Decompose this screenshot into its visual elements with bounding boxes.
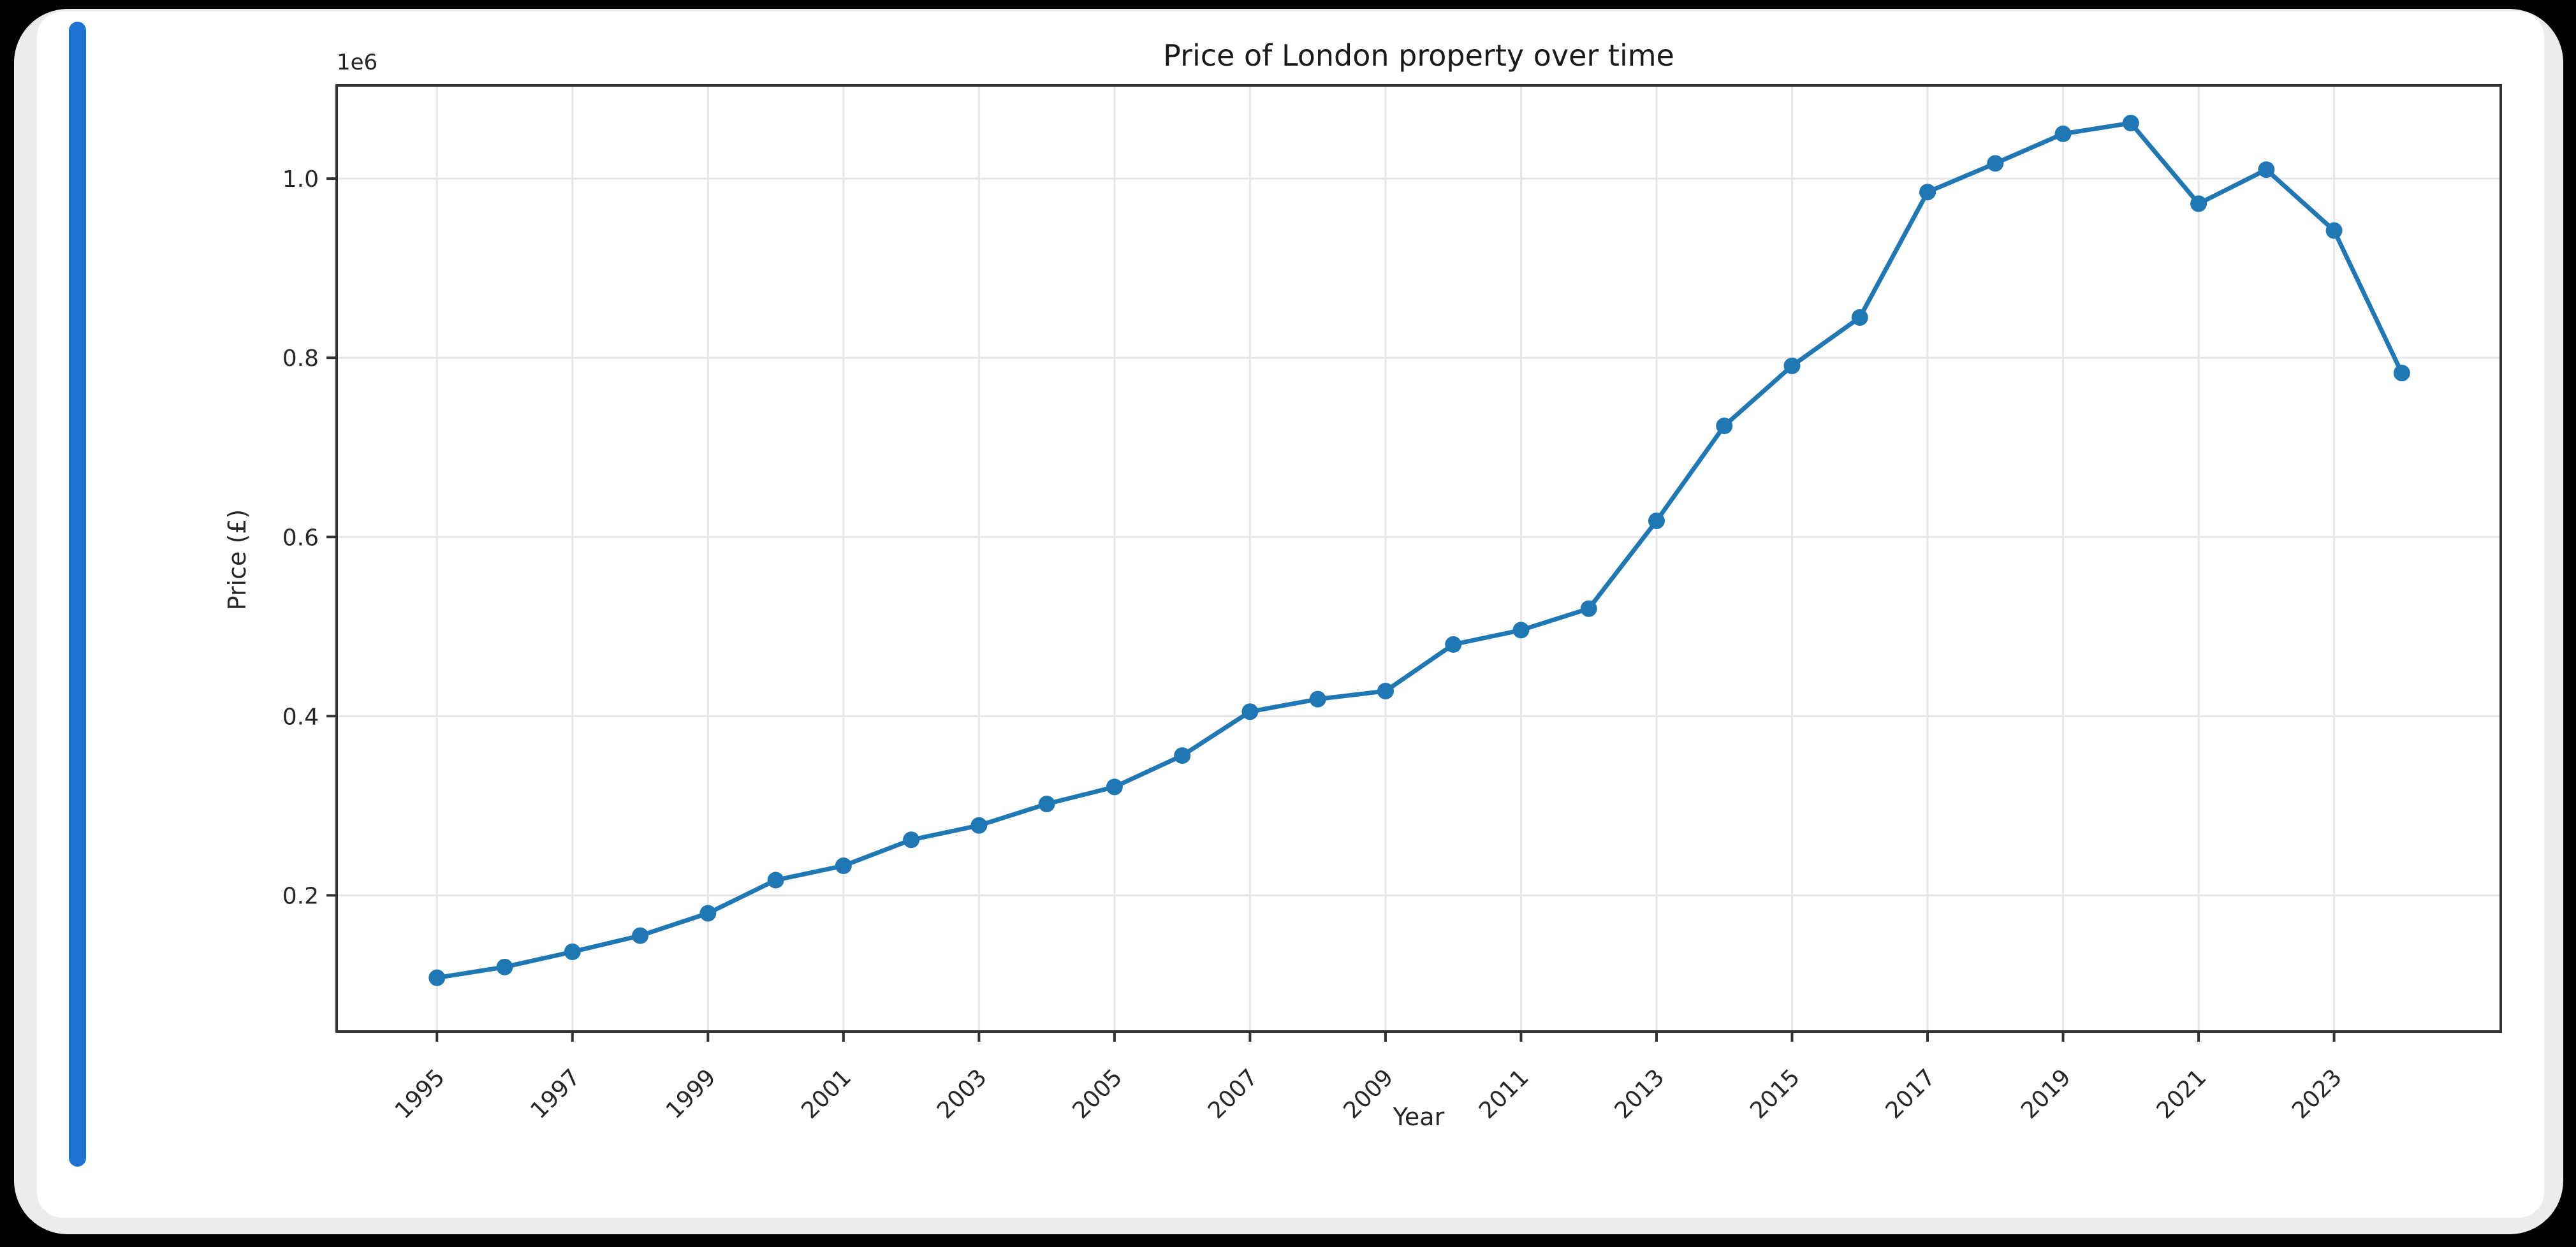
data-point (1106, 778, 1123, 796)
plot-spines (335, 84, 2502, 1033)
data-point (1648, 512, 1665, 529)
data-point (1241, 703, 1259, 720)
data-point (699, 905, 717, 922)
y-axis-label: Price (£) (223, 509, 251, 611)
data-point (767, 871, 784, 889)
data-point (970, 817, 988, 834)
data-point (1580, 600, 1597, 617)
data-point (2393, 365, 2410, 382)
y-tick-label: 0.8 (282, 346, 319, 372)
x-axis-label: Year (1393, 1103, 1445, 1131)
data-point (2258, 161, 2275, 179)
data-point (1716, 418, 1733, 435)
data-point (1377, 682, 1394, 699)
data-point (428, 969, 446, 986)
data-point (1783, 357, 1801, 374)
chart-card (37, 11, 2544, 1218)
data-point (1309, 690, 1326, 708)
data-point (835, 857, 852, 875)
data-point (2190, 195, 2207, 212)
data-point (2122, 115, 2139, 132)
data-point (1445, 636, 1462, 653)
y-axis-offset-label: 1e6 (337, 50, 378, 75)
data-point (2054, 125, 2072, 142)
data-point (496, 958, 513, 975)
data-point (1174, 747, 1191, 764)
y-tick-label: 1.0 (282, 166, 319, 193)
data-point (2325, 222, 2343, 239)
y-tick-label: 0.2 (282, 883, 319, 909)
y-tick-label: 0.4 (282, 704, 319, 730)
scrollbar-thumb[interactable] (69, 22, 86, 1167)
data-point (1038, 796, 1055, 813)
data-point (903, 831, 920, 849)
data-point (564, 943, 581, 960)
data-point (632, 927, 649, 944)
data-point (1512, 622, 1530, 639)
y-tick-label: 0.6 (282, 525, 319, 551)
data-point (1987, 155, 2004, 172)
data-point (1851, 309, 1868, 326)
price-line (434, 120, 2404, 981)
chart-title: Price of London property over time (1163, 38, 1674, 73)
data-point (1919, 184, 1936, 201)
